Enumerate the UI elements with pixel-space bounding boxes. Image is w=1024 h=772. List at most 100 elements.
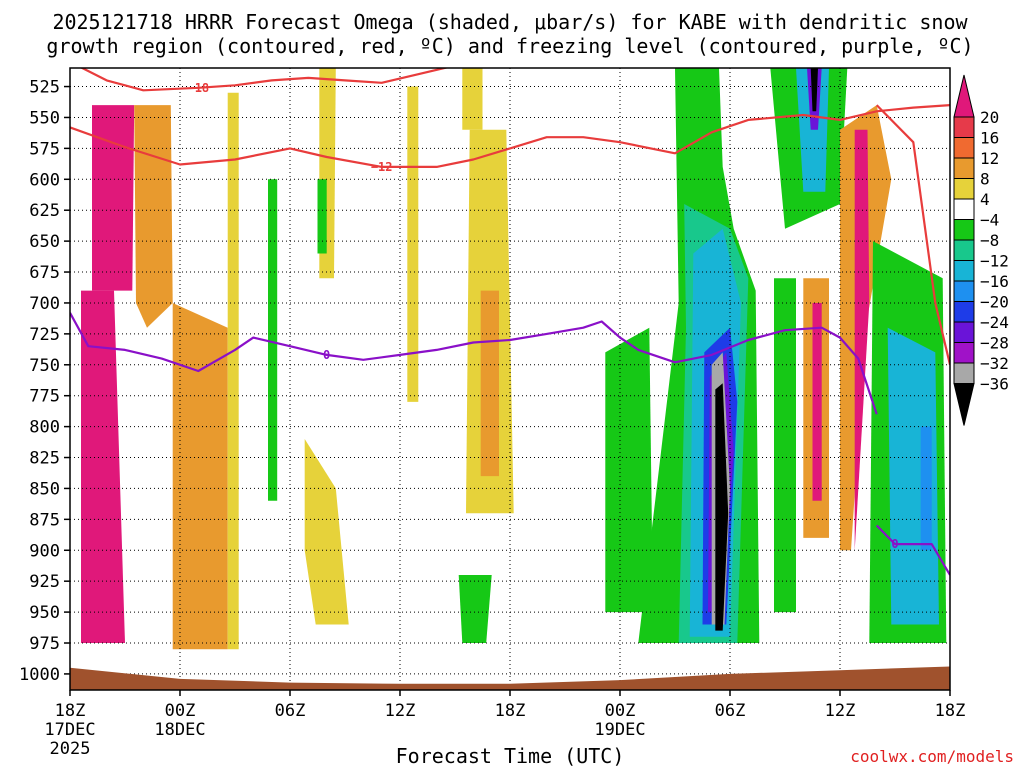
dgz-isotherm-label-0: −18: [187, 81, 209, 95]
omega-region-13: [268, 179, 278, 501]
colorbar-bin-10: [953, 321, 975, 343]
omega-region-24: [796, 68, 829, 192]
x-tick-date-30: 19DEC: [594, 720, 645, 740]
y-tick-label-525: 525: [29, 78, 60, 98]
freezing-level-label-1: 0: [891, 537, 898, 551]
x-tick-label-48: 18Z: [935, 701, 966, 721]
colorbar-label-12: −32: [980, 354, 1009, 373]
x-tick-label-42: 12Z: [825, 701, 856, 721]
omega-region-1: [92, 105, 135, 291]
colorbar-bin-0: [953, 116, 975, 138]
omega-region-29: [812, 303, 822, 501]
colorbar-label-9: −20: [980, 293, 1009, 312]
colorbar-bin-1: [953, 137, 975, 159]
colorbar-label-5: −4: [980, 211, 999, 230]
x-tick-label-12: 06Z: [275, 701, 306, 721]
dgz-isotherm-line-0: [79, 68, 450, 92]
omega-shading: [81, 68, 947, 650]
credit-link[interactable]: coolwx.com/models: [850, 747, 1014, 766]
colorbar-label-8: −16: [980, 272, 1009, 291]
omega-region-22: [715, 383, 729, 631]
colorbar-label-0: 20: [980, 108, 999, 127]
colorbar-bin-4: [953, 198, 975, 220]
colorbar-bin-8: [953, 280, 975, 302]
x-tick-label-30: 00Z: [605, 701, 636, 721]
colorbar-bin-6: [953, 239, 975, 261]
y-tick-label-750: 750: [29, 356, 60, 376]
colorbar-label-3: 8: [980, 170, 990, 189]
y-tick-label-925: 925: [29, 572, 60, 592]
colorbar-bin-11: [953, 342, 975, 364]
y-tick-label-950: 950: [29, 603, 60, 623]
dgz-isotherm-line-1: [70, 104, 950, 168]
colorbar-bin-5: [953, 219, 975, 241]
colorbar-label-7: −12: [980, 252, 1009, 271]
y-tick-label-625: 625: [29, 201, 60, 221]
terrain-fill: [70, 666, 950, 690]
y-tick-label-650: 650: [29, 232, 60, 252]
y-tick-label-575: 575: [29, 139, 60, 159]
omega-region-12: [317, 179, 327, 254]
colorbar-label-13: −36: [980, 375, 1009, 394]
x-tick-year-0: 2025: [50, 739, 91, 759]
omega-region-10: [407, 86, 419, 402]
y-tick-label-875: 875: [29, 510, 60, 530]
x-tick-label-24: 18Z: [495, 701, 526, 721]
y-tick-label-775: 775: [29, 387, 60, 407]
colorbar-bottom-arrow: [953, 383, 975, 426]
y-tick-label-900: 900: [29, 541, 60, 561]
chart-title-line1: 2025121718 HRRR Forecast Omega (shaded, …: [52, 10, 968, 34]
colorbar-bin-9: [953, 301, 975, 323]
omega-region-16: [605, 327, 653, 613]
y-tick-label-800: 800: [29, 418, 60, 438]
omega-region-14: [458, 575, 492, 643]
colorbar-label-10: −24: [980, 313, 1009, 332]
y-tick-label-825: 825: [29, 449, 60, 469]
colorbar-label-4: 4: [980, 190, 990, 209]
terrain-area: [70, 666, 950, 690]
y-tick-label-700: 700: [29, 294, 60, 314]
omega-region-27: [774, 278, 796, 613]
x-tick-label-6: 00Z: [165, 701, 196, 721]
x-tick-label-36: 06Z: [715, 701, 746, 721]
y-tick-label-600: 600: [29, 170, 60, 190]
colorbar-bin-7: [953, 260, 975, 282]
dgz-isotherm-label-1: −12: [371, 160, 393, 174]
omega-region-3: [134, 105, 173, 328]
y-tick-label-850: 850: [29, 479, 60, 499]
x-tick-label-18: 12Z: [385, 701, 416, 721]
colorbar-label-1: 16: [980, 129, 999, 148]
freezing-level-line-0: [70, 312, 878, 415]
omega-region-4: [172, 303, 228, 650]
omega-region-8: [480, 290, 499, 477]
omega-region-6: [304, 439, 349, 625]
plot-area: −18−12 00: [70, 68, 950, 690]
dgz-isotherm-line-2: [875, 104, 950, 366]
x-tick-date-6: 18DEC: [154, 720, 205, 740]
y-tick-label-975: 975: [29, 634, 60, 654]
freezing-level: 00: [70, 312, 950, 576]
chart-title-line2: growth region (contoured, red, ºC) and f…: [46, 34, 973, 58]
freezing-level-line-1: [875, 524, 950, 576]
colorbar-label-11: −28: [980, 334, 1009, 353]
colorbar-label-6: −8: [980, 231, 999, 250]
colorbar-bin-12: [953, 362, 975, 384]
y-tick-label-1000: 1000: [19, 665, 60, 685]
freezing-level-label-0: 0: [323, 348, 330, 362]
dgz-isotherms: −18 −12: [70, 68, 950, 366]
x-axis-label: Forecast Time (UTC): [396, 744, 625, 768]
omega-region-5: [227, 92, 239, 650]
x-tick-date-0: 17DEC: [44, 720, 95, 740]
x-tick-label-0: 18Z: [55, 701, 86, 721]
y-tick-label-675: 675: [29, 263, 60, 283]
colorbar-bin-3: [953, 178, 975, 200]
omega-region-11: [462, 68, 483, 130]
omega-region-0: [81, 290, 125, 643]
y-tick-label-550: 550: [29, 108, 60, 128]
colorbar-bin-2: [953, 157, 975, 179]
y-tick-label-725: 725: [29, 325, 60, 345]
colorbar-label-2: 12: [980, 149, 999, 168]
